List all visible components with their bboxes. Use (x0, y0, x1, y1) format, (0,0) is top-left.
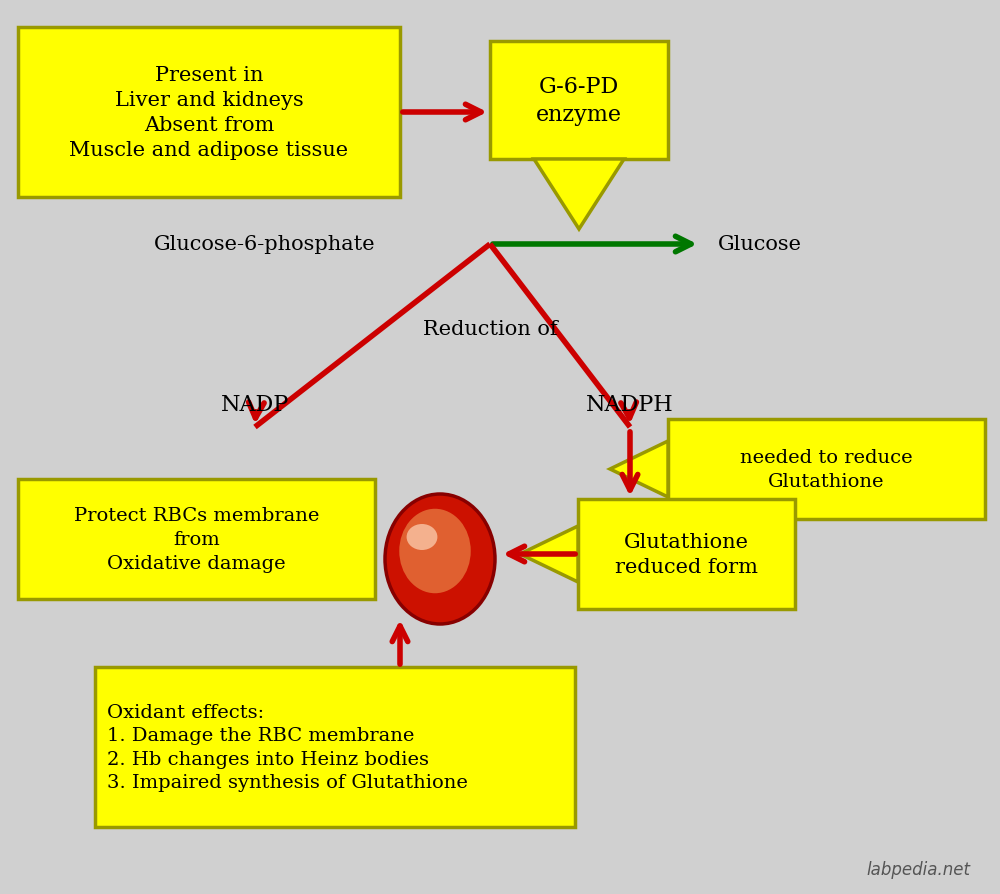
FancyBboxPatch shape (490, 42, 668, 160)
Text: Glutathione
reduced form: Glutathione reduced form (615, 533, 758, 577)
Text: Glucose-6-phosphate: Glucose-6-phosphate (154, 235, 376, 254)
Polygon shape (520, 527, 578, 582)
Text: Oxidant effects:
1. Damage the RBC membrane
2. Hb changes into Heinz bodies
3. I: Oxidant effects: 1. Damage the RBC membr… (107, 703, 468, 791)
FancyBboxPatch shape (578, 500, 795, 610)
Ellipse shape (407, 525, 437, 551)
Ellipse shape (385, 494, 495, 624)
Text: Reduction of: Reduction of (423, 320, 557, 339)
Text: Present in
Liver and kidneys
Absent from
Muscle and adipose tissue: Present in Liver and kidneys Absent from… (69, 66, 349, 160)
FancyBboxPatch shape (18, 479, 375, 599)
Text: Protect RBCs membrane
from
Oxidative damage: Protect RBCs membrane from Oxidative dam… (74, 507, 319, 572)
FancyBboxPatch shape (668, 419, 985, 519)
Polygon shape (534, 160, 624, 230)
FancyBboxPatch shape (18, 28, 400, 198)
Text: NADPH: NADPH (586, 393, 674, 416)
Text: labpedia.net: labpedia.net (866, 860, 970, 878)
Text: Glucose: Glucose (718, 235, 802, 254)
FancyBboxPatch shape (95, 667, 575, 827)
Polygon shape (610, 442, 668, 497)
Text: G-6-PD
enzyme: G-6-PD enzyme (536, 75, 622, 126)
Text: NADP: NADP (221, 393, 289, 416)
Text: needed to reduce
Glutathione: needed to reduce Glutathione (740, 449, 913, 490)
Ellipse shape (399, 510, 471, 594)
